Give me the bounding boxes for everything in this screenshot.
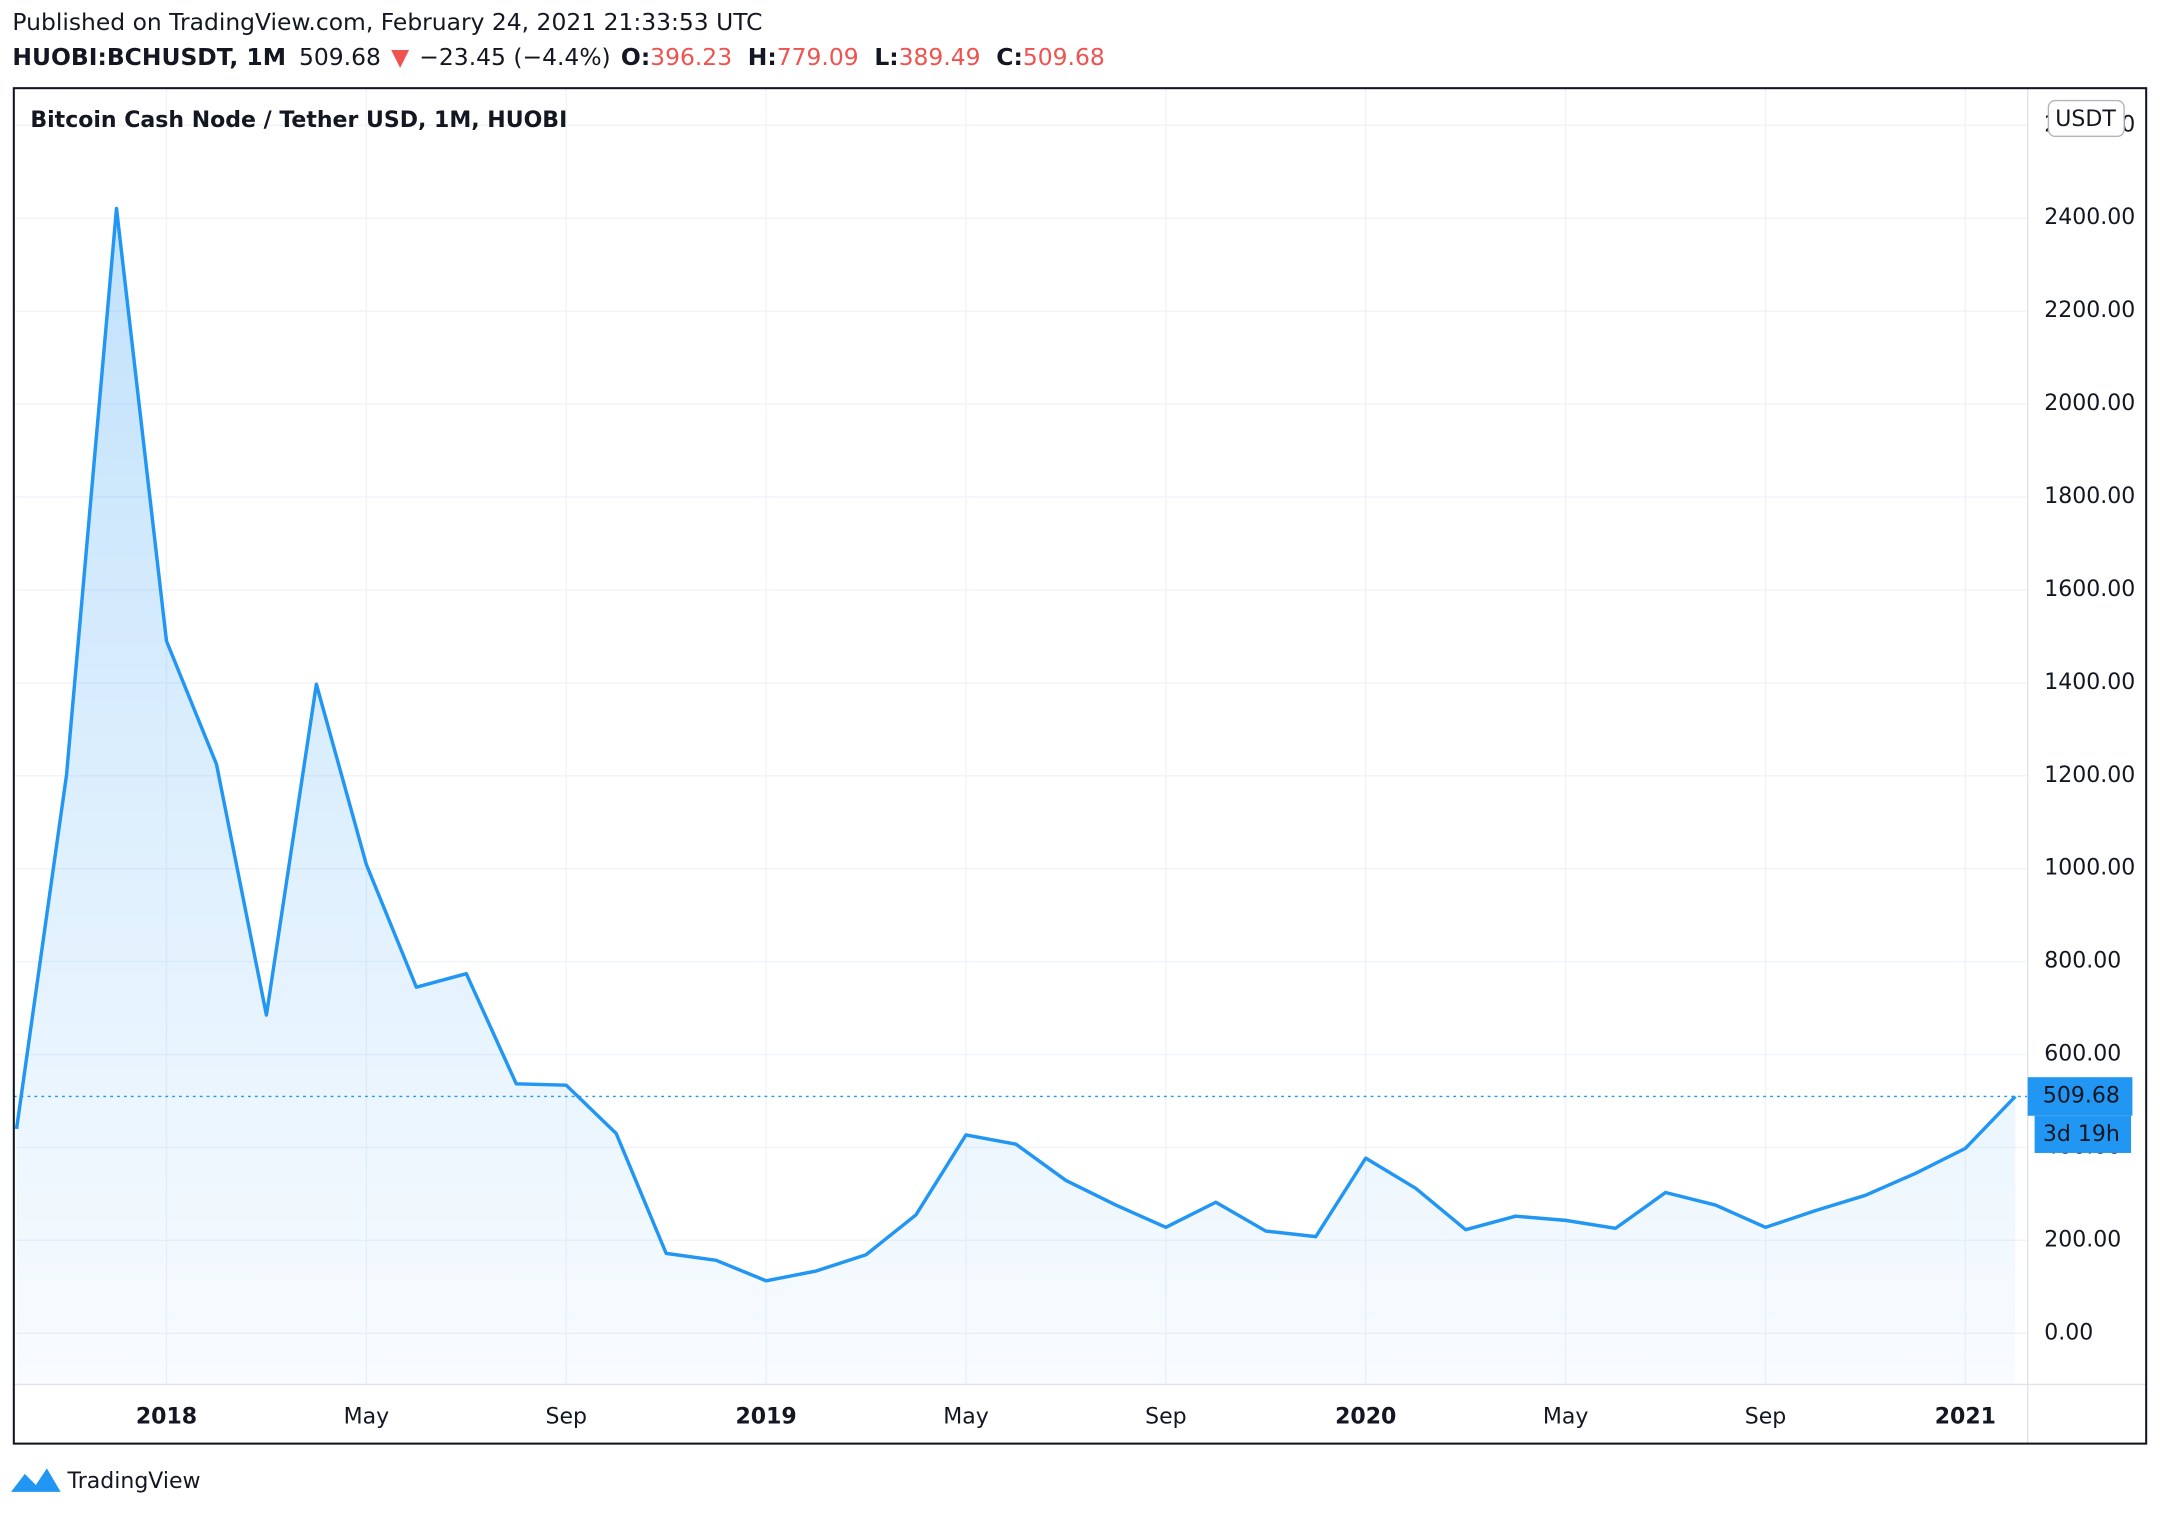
legend-line: HUOBI:BCHUSDT, 1M 509.68 ▼ −23.45 (−4.4%… (12, 42, 1104, 70)
low: 389.49 (899, 42, 981, 70)
y-tick-label: 2400.00 (2044, 205, 2135, 230)
o-label: O: (621, 42, 650, 70)
price-line (14, 206, 2017, 1283)
y-tick-label: 2000.00 (2044, 391, 2135, 416)
x-tick-label: Sep (1745, 1404, 1787, 1429)
y-tick-label: 1800.00 (2044, 484, 2135, 509)
symbol: HUOBI:BCHUSDT, 1M (12, 42, 286, 70)
change: −23.45 (−4.4%) (419, 42, 610, 70)
x-tick-label: May (943, 1404, 989, 1429)
chart-title: Bitcoin Cash Node / Tether USD, 1M, HUOB… (30, 108, 567, 133)
x-tick-label: Sep (545, 1404, 587, 1429)
l-label: L: (874, 42, 898, 70)
y-tick-label: 1600.00 (2044, 577, 2135, 602)
x-tick-label: 2021 (1935, 1404, 1996, 1429)
currency: USDT (2055, 107, 2116, 132)
y-tick-label: 600.00 (2044, 1042, 2121, 1067)
x-tick-label: May (344, 1404, 390, 1429)
high: 779.09 (777, 42, 859, 70)
y-tick-label: 0.00 (2044, 1320, 2093, 1345)
last-price-box (2027, 1077, 2133, 1116)
y-tick-label: 1400.00 (2044, 670, 2135, 695)
x-tick-label: 2020 (1335, 1404, 1396, 1429)
x-tick-label: 2018 (136, 1404, 197, 1429)
frame (12, 87, 2148, 1445)
last-price-label: 509.68 (2043, 1083, 2120, 1108)
y-tick-label: 800.00 (2044, 949, 2121, 974)
axes: 0.00200.00400.00600.00800.001000.001200.… (136, 112, 2135, 1429)
currency-box (2047, 99, 2125, 138)
countdown: 3d 19h (2043, 1122, 2120, 1147)
y-tick-label: 2200.00 (2044, 298, 2135, 323)
published: Published on TradingView.com, February 2… (12, 8, 762, 36)
brand: TradingView (67, 1469, 201, 1494)
close: 509.68 (1023, 42, 1105, 70)
area-fill (16, 208, 2016, 1385)
x-tick-label: Sep (1145, 1404, 1187, 1429)
y-tick-label: 200.00 (2044, 1227, 2121, 1252)
countdown-box (2034, 1115, 2132, 1153)
y-tick-label: 1200.00 (2044, 763, 2135, 788)
brand-logo (11, 1468, 61, 1492)
close-label: 509.68 (299, 42, 381, 70)
plot (13, 206, 2028, 1385)
h-label: H: (748, 42, 777, 70)
y-tick-label: 1000.00 (2044, 856, 2135, 881)
open: 396.23 (650, 42, 732, 70)
c-label: C: (996, 42, 1023, 70)
x-tick-label: May (1543, 1404, 1589, 1429)
x-tick-label: 2019 (735, 1404, 796, 1429)
